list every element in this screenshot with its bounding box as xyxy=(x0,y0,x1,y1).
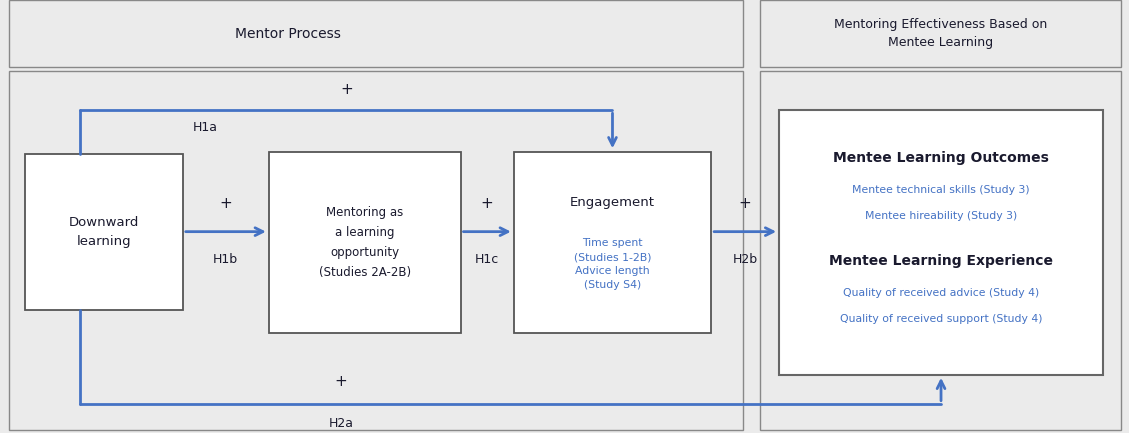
Text: Mentoring Effectiveness Based on
Mentee Learning: Mentoring Effectiveness Based on Mentee … xyxy=(834,18,1047,49)
Text: H1a: H1a xyxy=(193,121,218,134)
Text: +: + xyxy=(219,196,233,211)
Text: Mentee hireability (Study 3): Mentee hireability (Study 3) xyxy=(865,211,1017,221)
Text: +: + xyxy=(738,196,752,211)
Text: +: + xyxy=(340,82,352,97)
Text: +: + xyxy=(335,375,348,389)
Text: Mentoring as
a learning
opportunity
(Studies 2A-2B): Mentoring as a learning opportunity (Stu… xyxy=(318,206,411,279)
Text: Mentor Process: Mentor Process xyxy=(235,26,341,41)
Bar xyxy=(9,0,743,67)
Bar xyxy=(25,154,183,310)
Text: Engagement: Engagement xyxy=(570,196,655,209)
Text: Mentee Learning Outcomes: Mentee Learning Outcomes xyxy=(833,151,1049,165)
Text: H1c: H1c xyxy=(475,253,499,266)
Text: H2a: H2a xyxy=(329,417,353,430)
Text: Time spent
(Studies 1-2B)
Advice length
(Study S4): Time spent (Studies 1-2B) Advice length … xyxy=(574,238,651,290)
Text: H2b: H2b xyxy=(733,253,758,266)
Bar xyxy=(9,71,743,430)
Bar xyxy=(760,0,1121,67)
Text: H1b: H1b xyxy=(213,253,238,266)
Bar xyxy=(269,152,461,333)
Text: Quality of received support (Study 4): Quality of received support (Study 4) xyxy=(840,314,1042,324)
Text: Quality of received advice (Study 4): Quality of received advice (Study 4) xyxy=(843,288,1039,297)
Text: Mentee Learning Experience: Mentee Learning Experience xyxy=(829,254,1053,268)
Text: Downward
learning: Downward learning xyxy=(69,216,139,248)
Text: +: + xyxy=(481,196,493,211)
Bar xyxy=(779,110,1103,375)
Bar xyxy=(760,71,1121,430)
Bar xyxy=(514,152,711,333)
Text: Mentee technical skills (Study 3): Mentee technical skills (Study 3) xyxy=(852,184,1030,195)
